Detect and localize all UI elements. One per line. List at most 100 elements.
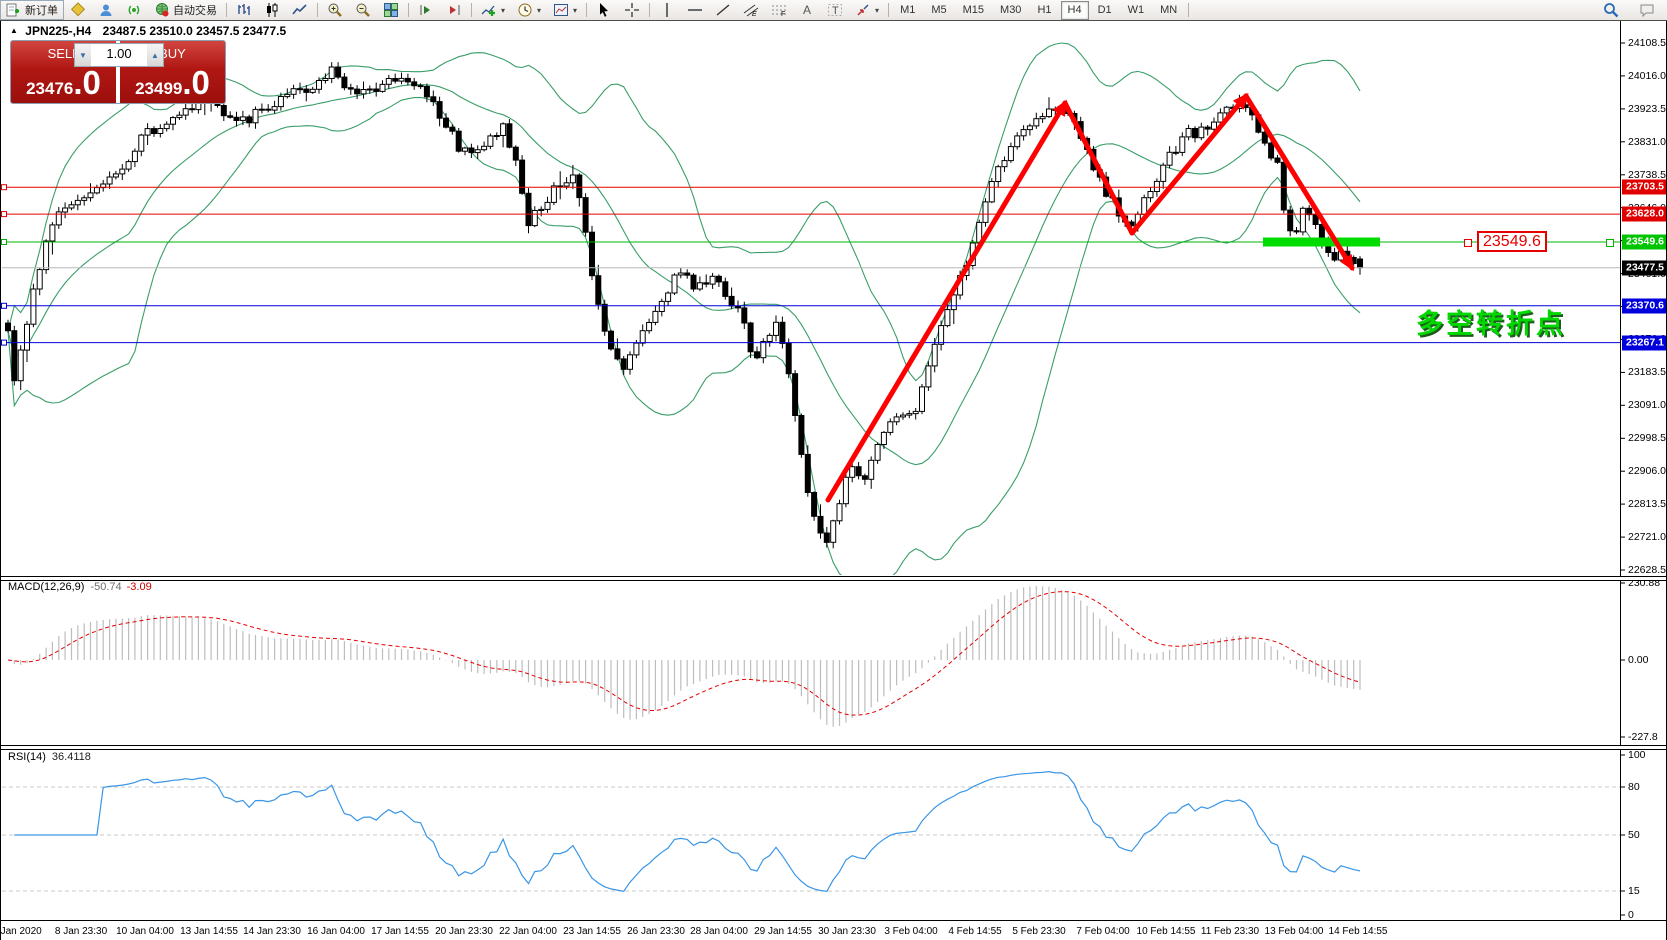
crosshair-button[interactable]	[618, 0, 646, 20]
chart-candles-icon	[264, 2, 280, 18]
quotes-button[interactable]	[64, 0, 92, 20]
level-price-badge: 23703.5	[1622, 179, 1667, 195]
rsi-line	[14, 770, 1361, 893]
annotation-handle-right	[1606, 239, 1614, 247]
quotes-icon	[70, 2, 86, 18]
timeframe-h1-button[interactable]: H1	[1037, 3, 1052, 16]
chart-line-button[interactable]	[286, 0, 314, 20]
text-icon: A	[799, 2, 815, 18]
signals-button[interactable]	[120, 0, 148, 20]
zoom-in-button[interactable]	[321, 0, 349, 20]
chart-candles-button[interactable]	[258, 0, 286, 20]
volume-increase-button[interactable]: ▲	[147, 44, 163, 66]
period-icon	[517, 2, 533, 18]
toolbar-separator	[586, 3, 588, 17]
arrows-button[interactable]: ▾	[849, 0, 885, 20]
timeframe-m5-button[interactable]: M5	[931, 3, 947, 16]
tile-windows-button[interactable]	[377, 0, 405, 20]
time-axis[interactable]: 7 Jan 2020 8 Jan 23:30 10 Jan 04:00 13 Jan …	[0, 920, 1667, 940]
chart-shift-icon	[446, 2, 462, 18]
trendline-button[interactable]	[709, 0, 737, 20]
trend-arrows	[825, 92, 1355, 503]
time-tick-label: 14 Jan 23:30	[243, 926, 301, 937]
price-tick-label: 22628.5	[1628, 564, 1666, 576]
timeframe-w1-button[interactable]: W1	[1127, 3, 1145, 16]
timeframe-d1-button[interactable]: D1	[1097, 3, 1112, 16]
macd-signal-line	[7, 591, 1361, 716]
buy-label: BUY	[159, 46, 186, 61]
time-tick-label: 17 Jan 14:55	[371, 926, 429, 937]
timeframe-mn-button[interactable]: MN	[1160, 3, 1178, 16]
autotrade-label: 自动交易	[173, 5, 217, 17]
toolbar-separator	[1188, 3, 1190, 17]
price-axis[interactable]: 24108.524016.023923.523831.023738.523646…	[1620, 20, 1667, 921]
timeframe-m1-button[interactable]: M1	[900, 3, 916, 16]
level-price-badge: 23370.6	[1622, 298, 1667, 314]
volume-spinner: ▼ 1.00 ▲	[74, 43, 164, 67]
price-annotation-box: 23549.6	[1477, 231, 1547, 252]
main-macd-separator[interactable]	[0, 576, 1667, 581]
chart-bars-button[interactable]	[230, 0, 258, 20]
chart-line-icon	[292, 2, 308, 18]
autotrade-icon	[154, 2, 170, 18]
candlesticks	[5, 62, 1363, 549]
annotation-handle-left	[1464, 239, 1472, 247]
vline-button[interactable]	[653, 0, 681, 20]
time-tick-label: 8 Jan 23:30	[54, 926, 108, 937]
fibo-button[interactable]: F	[765, 0, 793, 20]
buy-price: 23499.0	[135, 64, 210, 101]
chat-icon[interactable]	[1633, 0, 1661, 20]
toolbar-separator	[888, 3, 890, 17]
time-tick-label: 11 Feb 23:30	[1200, 926, 1260, 937]
toolbar: 新订单 自动交易 ▾ ▾ ▾ E F A T ▾ M1 M5 M15 M30 H1 H4 D1 W1 MN	[0, 0, 1667, 21]
text-button[interactable]: A	[793, 0, 821, 20]
volume-decrease-button[interactable]: ▼	[75, 44, 91, 66]
add-indicator-icon	[481, 2, 497, 18]
new-order-button[interactable]: 新订单	[0, 0, 64, 20]
auto-scroll-button[interactable]	[412, 0, 440, 20]
collapse-triangle-icon[interactable]: ▲	[10, 26, 18, 35]
time-tick-label: 13 Feb 04:00	[1264, 926, 1324, 937]
rsi-tick-label: 100	[1628, 749, 1646, 761]
timeframe-m30-button[interactable]: M30	[1000, 3, 1022, 16]
hline-button[interactable]	[681, 0, 709, 20]
template-button[interactable]: ▾	[547, 0, 583, 20]
search-icon[interactable]	[1597, 0, 1625, 20]
svg-text:E: E	[752, 11, 757, 18]
timeframe-m15-button[interactable]: M15	[962, 3, 985, 16]
timeframe-h4-button[interactable]: H4	[1060, 0, 1089, 20]
chart-title: ▲ JPN225-,H4 23487.5 23510.0 23457.5 234…	[10, 24, 286, 38]
auto-scroll-icon	[418, 2, 434, 18]
level-price-badge: 23267.1	[1622, 335, 1667, 351]
text-label-button[interactable]: T	[821, 0, 849, 20]
community-button[interactable]	[92, 0, 120, 20]
period-button[interactable]: ▾	[511, 0, 547, 20]
add-indicator-button[interactable]: ▾	[475, 0, 511, 20]
zoom-out-button[interactable]	[349, 0, 377, 20]
vline-icon	[659, 2, 675, 18]
toolbar-items: 新订单 自动交易 ▾ ▾ ▾ E F A T ▾ M1 M5 M15 M30 H1 H4 D1 W1 MN	[0, 0, 1192, 20]
ohlc-values: 23487.5 23510.0 23457.5 23477.5	[102, 24, 287, 38]
rsi-indicator-label: RSI(14) 36.4118	[8, 751, 91, 763]
template-icon	[553, 2, 569, 18]
tile-windows-icon	[383, 2, 399, 18]
zoom-in-icon	[327, 2, 343, 18]
price-tick-label: 22906.0	[1628, 465, 1666, 478]
horizontal-levels	[1, 184, 1620, 346]
time-tick-label: 10 Jan 04:00	[116, 926, 174, 937]
chart-shift-button[interactable]	[440, 0, 468, 20]
time-tick-label: 30 Jan 23:30	[818, 926, 876, 937]
time-tick-label: 26 Jan 23:30	[627, 926, 685, 937]
price-tick-label: 23091.0	[1628, 399, 1666, 412]
chevron-down-icon: ▾	[501, 5, 506, 15]
autotrade-button[interactable]: 自动交易	[148, 0, 223, 20]
macd-rsi-separator[interactable]	[0, 745, 1667, 750]
axis-ticks	[16, 42, 1625, 925]
arrows-icon	[855, 2, 871, 18]
volume-value[interactable]: 1.00	[91, 44, 147, 66]
cursor-button[interactable]	[590, 0, 618, 20]
price-tick-label: 24108.5	[1628, 37, 1666, 49]
price-tick-label: 23923.5	[1628, 102, 1666, 115]
channel-button[interactable]: E	[737, 0, 765, 20]
